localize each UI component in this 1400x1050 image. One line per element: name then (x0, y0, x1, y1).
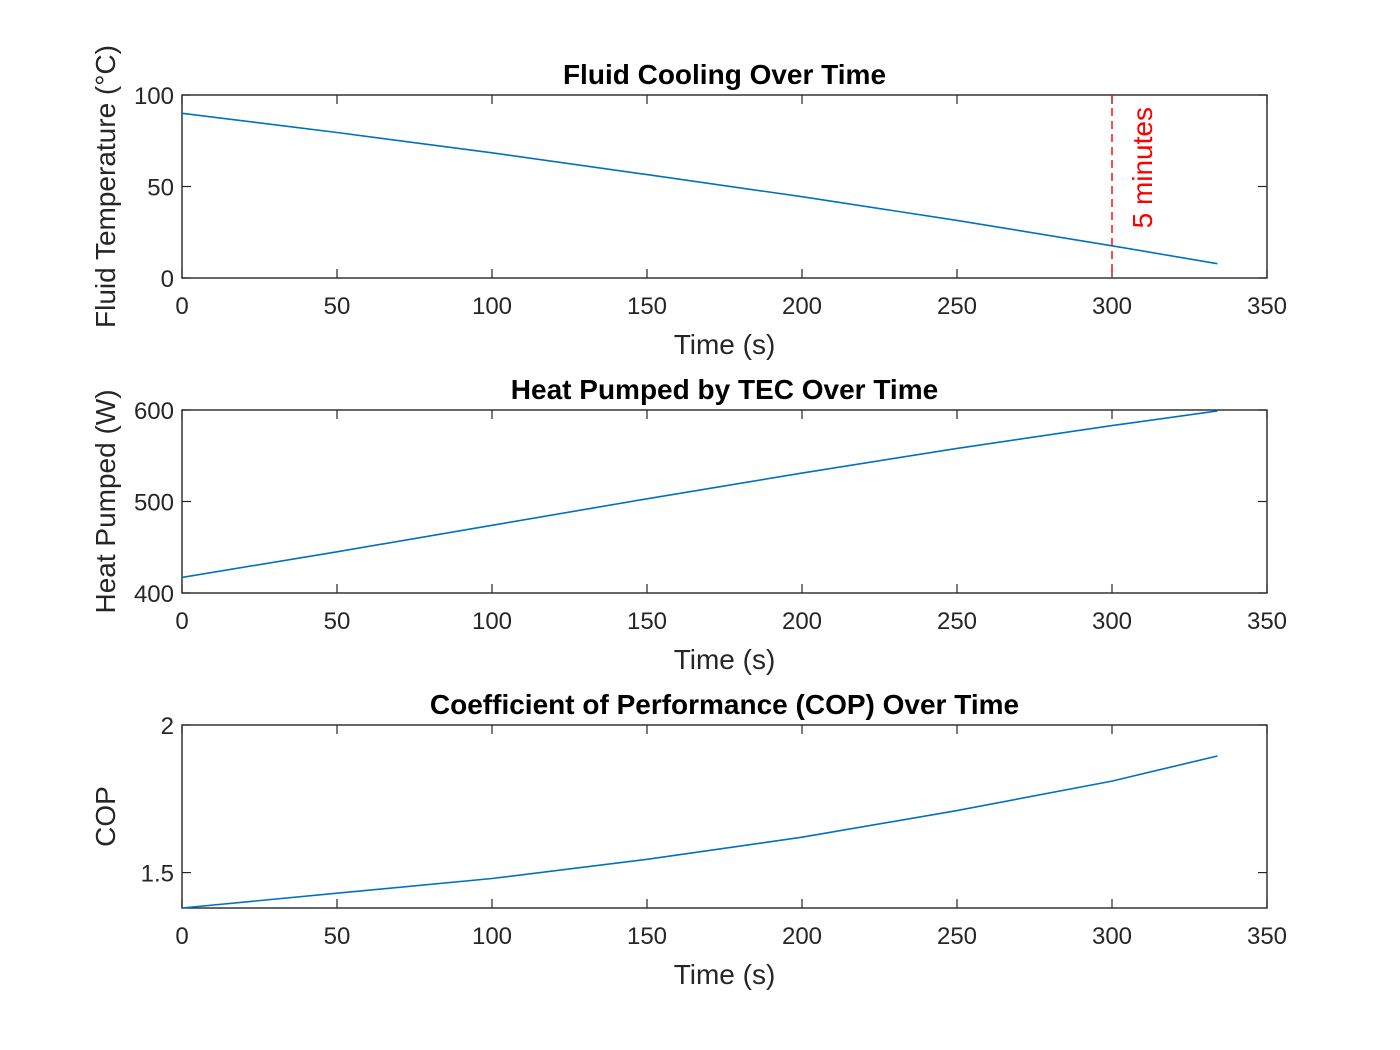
x-tick-label: 50 (324, 923, 351, 950)
annotation-label: 5 minutes (1127, 107, 1158, 228)
y-tick-label: 0 (161, 266, 174, 293)
x-tick-label: 0 (175, 608, 188, 635)
chart-title: Fluid Cooling Over Time (563, 59, 886, 90)
series-line-1 (181, 410, 1218, 579)
y-axis-label: Fluid Temperature (°C) (90, 45, 121, 328)
chart-title: Coefficient of Performance (COP) Over Ti… (430, 689, 1019, 720)
axes-box (181, 724, 1268, 909)
x-tick-label: 300 (1092, 293, 1132, 320)
x-tick-label: 0 (175, 923, 188, 950)
x-tick-label: 250 (937, 923, 977, 950)
x-tick-label: 150 (627, 608, 667, 635)
y-axis-label: Heat Pumped (W) (90, 389, 121, 613)
y-tick-label: 100 (134, 83, 174, 110)
x-tick-label: 300 (1092, 608, 1132, 635)
x-tick-label: 100 (472, 608, 512, 635)
x-tick-label: 250 (937, 293, 977, 320)
x-tick-label: 200 (782, 923, 822, 950)
axes-box (181, 94, 1268, 279)
x-tick-label: 100 (472, 293, 512, 320)
subplot-2: 0 50 100 150 200 250 300 350 400 500 600 Heat Pumpe… (90, 374, 1287, 675)
y-tick-label: 400 (134, 581, 174, 608)
y-tick-label: 500 (134, 490, 174, 517)
x-axis-label: Time (s) (674, 329, 776, 360)
x-tick-label: 350 (1247, 923, 1287, 950)
subplot-1: 0 50 100 150 200 250 300 350 0 50 100 Fluid Cooling… (90, 45, 1287, 360)
y-tick-label: 600 (134, 398, 174, 425)
x-tick-label: 150 (627, 293, 667, 320)
y-tick-label: 1.5 (141, 861, 174, 888)
series-line-1 (181, 755, 1218, 909)
x-tick-label: 50 (324, 293, 351, 320)
axes-box (181, 409, 1268, 594)
x-tick-label: 350 (1247, 293, 1287, 320)
x-tick-label: 300 (1092, 923, 1132, 950)
y-tick-label: 50 (147, 175, 174, 202)
x-tick-label: 350 (1247, 608, 1287, 635)
x-tick-label: 250 (937, 608, 977, 635)
x-tick-label: 200 (782, 293, 822, 320)
x-tick-label: 150 (627, 923, 667, 950)
x-tick-label: 50 (324, 608, 351, 635)
x-tick-label: 200 (782, 608, 822, 635)
chart-title: Heat Pumped by TEC Over Time (511, 374, 938, 405)
y-axis-label: COP (90, 786, 121, 847)
x-axis-label: Time (s) (674, 959, 776, 990)
x-tick-label: 0 (175, 293, 188, 320)
subplot-3: 0 50 100 150 200 250 300 350 1.5 2 Coefficient of … (90, 689, 1287, 990)
y-tick-label: 2 (161, 713, 174, 740)
x-tick-label: 100 (472, 923, 512, 950)
x-axis-label: Time (s) (674, 644, 776, 675)
series-line-1 (181, 112, 1218, 265)
